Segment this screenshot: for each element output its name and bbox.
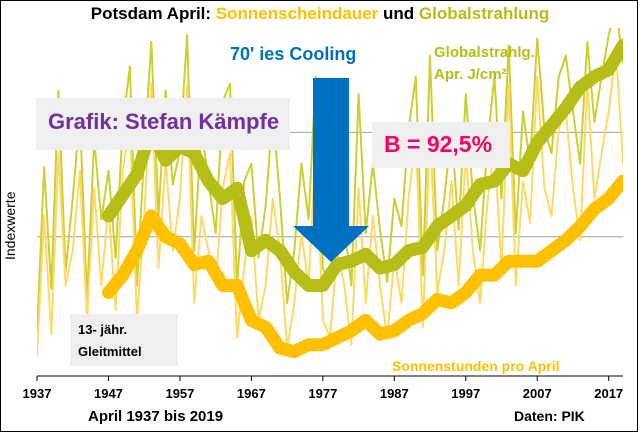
b-value-box: B = 92,5% [372,122,510,168]
sun-legend-label: Sonnenstunden pro April [392,358,560,374]
x-tick-label-2007: 2007 [522,386,552,401]
glob-legend-line2: Apr. J/cm² [434,66,507,83]
gleitmittel-line1: 13- jähr. [78,322,128,337]
gleitmittel-line2: Gleitmittel [78,344,142,359]
series-line-4 [102,174,623,359]
series-line-3 [102,38,623,292]
title-prefix: Potsdam April: [90,4,216,23]
cooling-arrow-icon [293,78,369,262]
cooling-annotation: 70' ies Cooling [230,44,357,64]
x-tick-label-2017: 2017 [594,386,624,401]
author-box: Grafik: Stefan Kämpfe [36,98,290,150]
x-tick-label-1947: 1947 [93,386,123,401]
x-tick-label-1957: 1957 [165,386,195,401]
title-connector: und [378,4,419,23]
gleitmittel-box: 13- jähr. Gleitmittel [70,314,178,366]
x-axis-label: April 1937 bis 2019 [88,408,224,425]
author-label: Grafik: Stefan Kämpfe [48,109,280,134]
x-tick-label-1967: 1967 [236,386,266,401]
title-series1: Sonnenscheindauer [215,4,379,23]
title-series2: Globalstrahlung [418,4,550,23]
y-axis-label: Indexwerte [2,191,18,260]
chart-title: Potsdam April: Sonnenscheindauer und Glo… [0,4,640,24]
b-value-label: B = 92,5% [384,131,493,157]
x-tick-label-1937: 1937 [22,386,52,401]
x-tick-label-1977: 1977 [308,386,338,401]
data-source: Daten: PIK [514,408,585,424]
x-tick-label-1987: 1987 [379,386,409,401]
x-tick-label-1997: 1997 [451,386,481,401]
glob-legend-line1: Globalstrahlg. [434,44,535,61]
